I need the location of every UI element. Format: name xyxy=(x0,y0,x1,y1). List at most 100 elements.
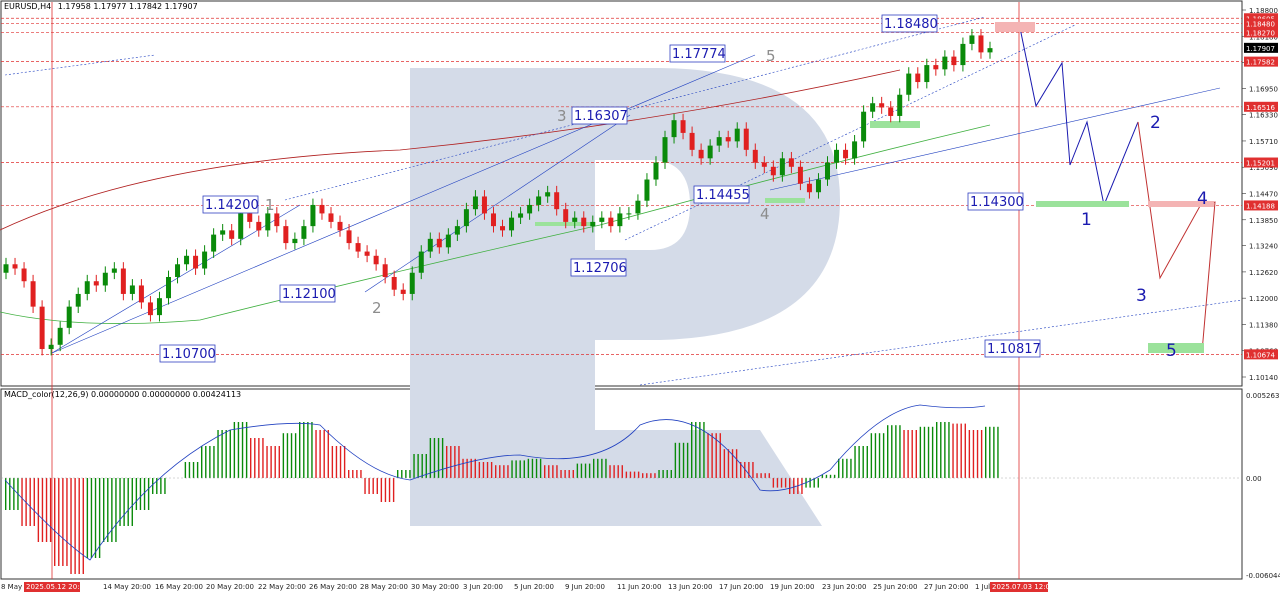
wave-label-blue: 3 xyxy=(1136,286,1147,306)
annotation-lines xyxy=(0,16,1243,386)
macd-bar xyxy=(940,422,942,478)
macd-bar xyxy=(307,422,309,478)
candle-body xyxy=(409,272,415,294)
wave-label-blue: 5 xyxy=(1166,341,1177,361)
macd-bar xyxy=(617,465,619,478)
macd-bar xyxy=(752,462,754,478)
candle-body xyxy=(427,238,433,252)
macd-bar xyxy=(127,478,129,526)
candle-body xyxy=(879,103,885,108)
macd-bar xyxy=(748,462,750,478)
macd-bar xyxy=(352,470,354,478)
macd-bar xyxy=(682,442,685,478)
level-tag-bg xyxy=(1244,200,1278,211)
time-highlight-start: 2025.05.12 20:00 xyxy=(26,583,88,591)
macd-bar xyxy=(70,478,72,574)
candle-body xyxy=(707,145,713,159)
candle-body xyxy=(454,226,460,235)
price-tick-label: 1.12000 xyxy=(1249,295,1278,303)
price-box-label: 1.18480 xyxy=(884,17,938,32)
candle-body xyxy=(527,204,533,214)
candle-body xyxy=(84,281,90,294)
target-zone xyxy=(870,121,920,128)
macd-bar xyxy=(699,422,701,478)
candle-body xyxy=(120,268,126,294)
macd-bar xyxy=(899,425,901,478)
candle-body xyxy=(265,213,271,231)
macd-bar xyxy=(842,458,844,478)
macd-bar xyxy=(576,463,579,478)
time-highlight-end: 2025.07.03 12:00 xyxy=(992,583,1054,591)
price-box xyxy=(967,192,1024,211)
candle-body xyxy=(3,264,9,273)
macd-bar xyxy=(437,438,440,478)
macd-bar xyxy=(670,470,672,478)
moving-average-red xyxy=(0,69,901,231)
candle-body xyxy=(436,238,442,248)
macd-bar xyxy=(147,478,150,510)
macd-bar xyxy=(205,446,207,478)
macd-bar xyxy=(715,433,717,478)
macd-bar xyxy=(446,446,448,478)
candle-body xyxy=(48,344,54,350)
macd-bar xyxy=(401,470,403,478)
macd-bar xyxy=(152,478,154,494)
macd-bar xyxy=(368,478,370,494)
macd-bar xyxy=(768,473,770,478)
macd-bar xyxy=(139,478,142,510)
macd-bar xyxy=(103,478,105,542)
time-tick-label: 9 Jun 20:00 xyxy=(565,583,605,591)
macd-bar xyxy=(511,460,513,478)
macd-bar xyxy=(409,470,411,478)
target-zone xyxy=(1036,201,1129,207)
price-box-label: 1.17774 xyxy=(672,47,726,62)
candle-body xyxy=(373,255,379,265)
macd-bar xyxy=(846,458,848,478)
macd-bar xyxy=(33,478,35,526)
wave-label-grey: 3 xyxy=(557,107,567,125)
macd-signal-line xyxy=(4,404,986,561)
macd-bar xyxy=(735,449,738,478)
price-box xyxy=(571,106,628,125)
wave-label-grey: 4 xyxy=(760,205,770,223)
macd-bar xyxy=(515,460,517,478)
channel-line xyxy=(624,24,1076,241)
macd-bar xyxy=(878,433,881,478)
macd-bar xyxy=(364,478,366,494)
time-tick-label: 3 Jun 20:00 xyxy=(463,583,503,591)
macd-bar xyxy=(327,430,329,478)
macd-bar xyxy=(544,465,546,478)
level-tag-label: 1.14188 xyxy=(1246,202,1275,210)
candle-body xyxy=(12,264,18,269)
level-tag-label: 1.15201 xyxy=(1246,160,1275,168)
macd-bar xyxy=(98,478,101,558)
candle-body xyxy=(563,209,569,222)
macd-bar xyxy=(707,433,709,478)
macd-bar xyxy=(931,426,934,478)
macd-bar xyxy=(613,465,615,478)
macd-bar xyxy=(372,478,374,494)
macd-bar xyxy=(776,478,779,488)
candle-body xyxy=(951,56,957,66)
macd-bar xyxy=(78,478,80,574)
macd-bar xyxy=(397,470,399,478)
macd-bar xyxy=(801,478,803,494)
candle-body xyxy=(743,128,749,150)
macd-bar xyxy=(58,478,60,566)
time-tick-label: 25 Jun 20:00 xyxy=(873,583,917,591)
macd-bar xyxy=(286,433,289,478)
candle-body xyxy=(626,213,632,215)
macd-bar xyxy=(960,423,962,478)
macd-bar xyxy=(405,470,407,478)
macd-bar xyxy=(874,433,877,478)
macd-bar xyxy=(601,458,603,478)
price-box xyxy=(202,195,259,214)
candle-body xyxy=(30,281,36,307)
candle-body xyxy=(391,276,397,290)
macd-bar xyxy=(123,478,125,526)
time-tick-label: 27 Jun 20:00 xyxy=(924,583,968,591)
macd-bar xyxy=(262,438,264,478)
wave-labels: 1 2 3 4 5 1 2 3 4 5 xyxy=(265,47,1208,361)
macd-bar xyxy=(90,478,93,558)
time-tick-label: 11 Jun 20:00 xyxy=(617,583,661,591)
